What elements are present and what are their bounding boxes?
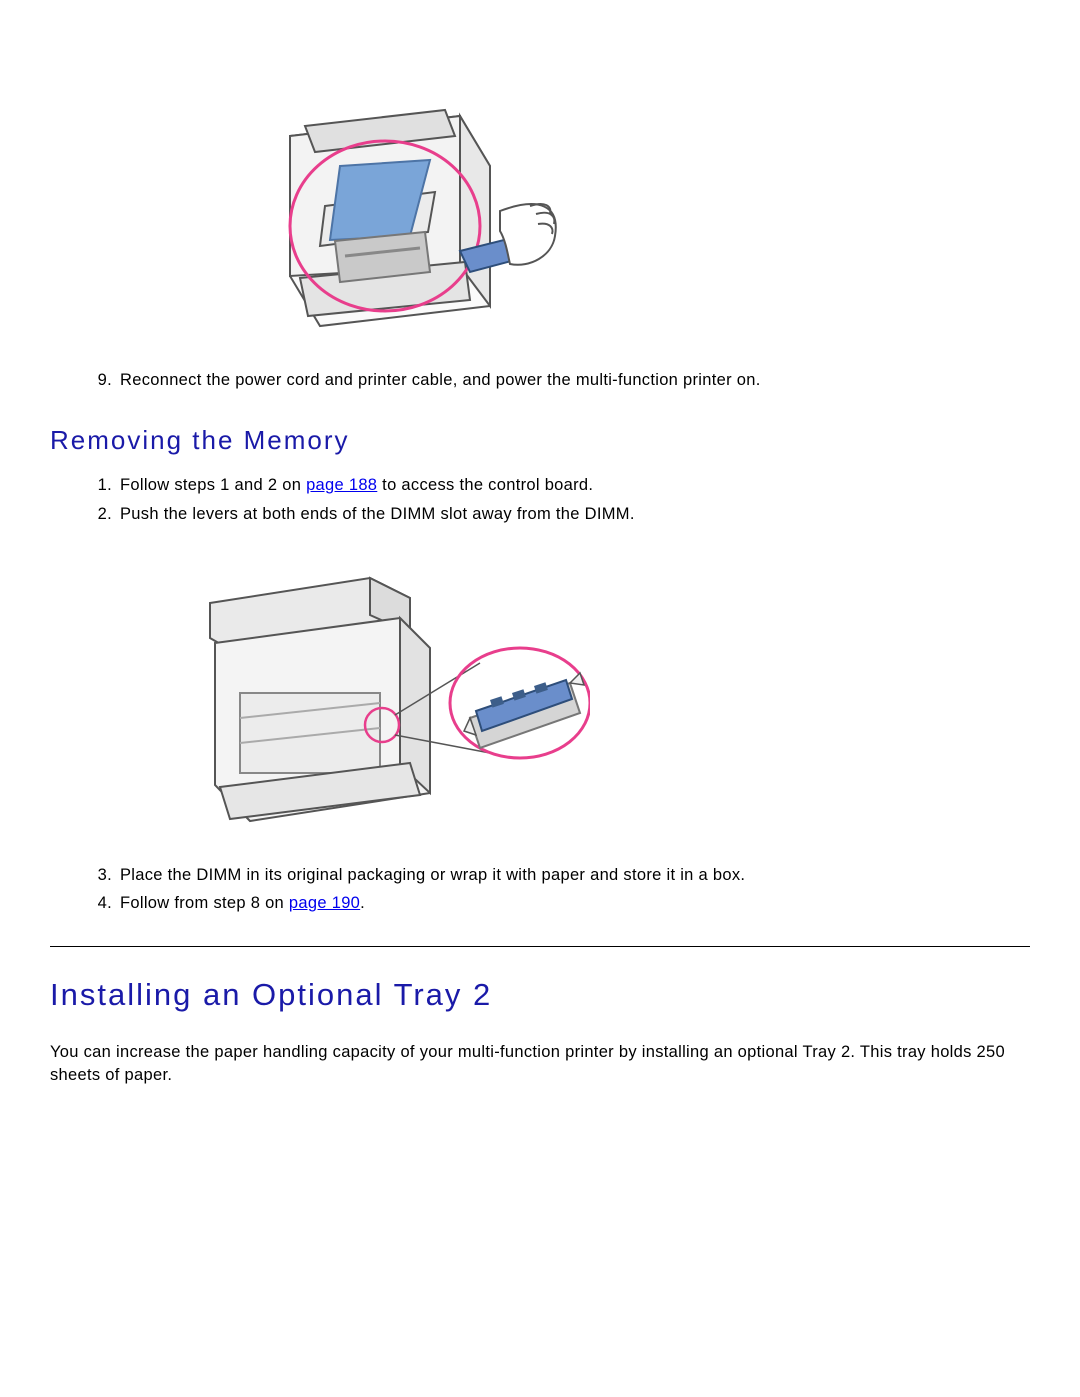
removing-step-1-number: 1.	[82, 474, 120, 496]
removing-step-2-number: 2.	[82, 503, 120, 525]
link-page-190[interactable]: page 190	[289, 894, 360, 912]
heading-installing-tray: Installing an Optional Tray 2	[50, 977, 1030, 1013]
step-9-number: 9.	[82, 369, 120, 391]
link-page-188[interactable]: page 188	[306, 476, 377, 494]
section-divider	[50, 946, 1030, 947]
heading-removing-memory: Removing the Memory	[50, 425, 1030, 456]
removing-step-1-text: Follow steps 1 and 2 on page 188 to acce…	[120, 474, 1030, 496]
removing-step-2-text: Push the levers at both ends of the DIMM…	[120, 503, 1030, 525]
step-9: 9. Reconnect the power cord and printer …	[50, 369, 1030, 391]
removing-step-4: 4. Follow from step 8 on page 190.	[50, 892, 1030, 914]
removing-step-2: 2. Push the levers at both ends of the D…	[50, 503, 1030, 525]
removing-step-4-text: Follow from step 8 on page 190.	[120, 892, 1030, 914]
printer-dimm-removal-illustration	[170, 543, 590, 833]
figure-dimm-removal	[50, 543, 1030, 838]
removing-step-1: 1. Follow steps 1 and 2 on page 188 to a…	[50, 474, 1030, 496]
step-9-text: Reconnect the power cord and printer cab…	[120, 369, 1030, 391]
removing-step-3-text: Place the DIMM in its original packaging…	[120, 864, 1030, 886]
removing-step-3: 3. Place the DIMM in its original packag…	[50, 864, 1030, 886]
tray-intro-paragraph: You can increase the paper handling capa…	[50, 1041, 1030, 1086]
removing-step-4-number: 4.	[82, 892, 120, 914]
figure-reconnect	[50, 56, 1030, 341]
removing-step-3-number: 3.	[82, 864, 120, 886]
printer-dimm-insert-illustration	[230, 56, 560, 336]
